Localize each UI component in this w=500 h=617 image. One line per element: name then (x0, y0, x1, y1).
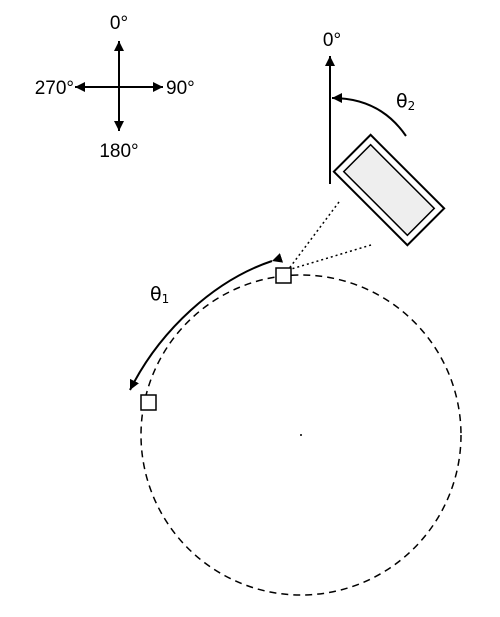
reference-direction: 0° (323, 30, 341, 184)
compass-label-south: 180° (99, 141, 138, 162)
compass-rose: 0° 90° 180° 270° (35, 13, 195, 162)
theta2-subscript: 2 (408, 99, 416, 113)
theta2-symbol: θ (396, 90, 408, 112)
theta1-angle: θ1 (129, 253, 284, 391)
compass-label-east: 90° (166, 78, 195, 99)
theta1-arc (129, 253, 284, 391)
path-circle (140, 274, 462, 596)
fov-line-left (287, 201, 340, 271)
square-marker-icon (275, 267, 292, 284)
fov-line-right (287, 244, 372, 271)
compass-label-north: 0° (110, 13, 128, 34)
theta1-label: θ1 (150, 283, 169, 306)
theta1-symbol: θ (150, 283, 162, 305)
reference-label: 0° (323, 30, 341, 51)
device (332, 133, 446, 247)
device-inner-panel (342, 143, 436, 237)
square-marker-icon (140, 394, 157, 411)
theta1-subscript: 1 (162, 292, 170, 306)
theta2-label: θ2 (396, 90, 415, 113)
theta2-arc (331, 93, 407, 137)
theta2-angle: θ2 (331, 90, 415, 137)
circle-center-dot (300, 434, 302, 436)
field-of-view (287, 201, 372, 271)
compass-label-west: 270° (35, 78, 74, 99)
